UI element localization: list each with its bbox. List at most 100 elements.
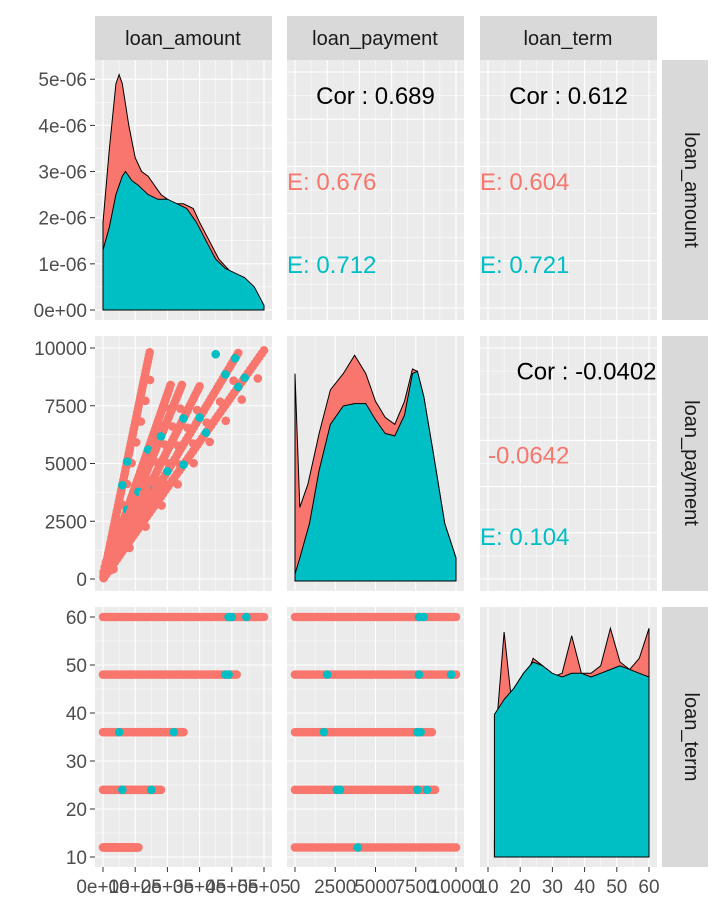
x-tick-label: 30 xyxy=(542,877,563,898)
axes: 0e+001e-062e-063e-064e-065e-060250050007… xyxy=(34,70,660,898)
strip-label-loan-term: loan_term xyxy=(524,28,613,50)
scatter-point xyxy=(156,432,166,441)
scatter-point xyxy=(114,727,124,737)
y-tick-label: 3e-06 xyxy=(38,163,87,184)
scatter-point xyxy=(145,375,155,385)
y-tick-label: 60 xyxy=(66,608,87,629)
strip-label-row-loan-payment: loan_payment xyxy=(680,400,702,526)
scatter-point xyxy=(141,522,150,532)
x-tick-label: 0e+00 xyxy=(76,877,129,898)
x-tick-label: 20 xyxy=(510,877,531,898)
scatter-point xyxy=(136,417,146,426)
grid-r2-c1 xyxy=(287,607,464,867)
grid-r1-c2 xyxy=(480,336,657,591)
y-tick-label: 40 xyxy=(66,704,87,725)
scatter-point xyxy=(176,404,185,413)
density-area-group_b xyxy=(102,170,265,311)
scatter-point xyxy=(259,346,269,355)
scatter-point xyxy=(451,843,461,852)
strip-row-loan-amount xyxy=(662,60,708,320)
x-tick-label: 0 xyxy=(290,877,301,898)
x-tick-label: 7500 xyxy=(395,877,437,898)
panels: Cor : 0.689 E: 0.676 E: 0.712 Cor : 0.612 E:… xyxy=(95,60,657,867)
strip-col-loan-term xyxy=(480,16,657,60)
scatter-point xyxy=(179,414,188,423)
scatter-point xyxy=(177,380,187,390)
x-tick-label: 5000 xyxy=(354,877,396,898)
cor-group-b-label: E: 0.712 xyxy=(287,252,376,279)
strip-col-loan-amount xyxy=(95,16,272,60)
cor-group-a-label: -0.0642 xyxy=(488,443,569,470)
scatter-point xyxy=(195,413,204,422)
x-tick-label: 10000 xyxy=(430,877,483,898)
grid-r0-c2 xyxy=(480,60,657,320)
scatter-point xyxy=(430,785,440,795)
x-tick-label: 3e+05 xyxy=(173,877,226,898)
scatter-point xyxy=(253,374,263,383)
y-tick-label: 5e-06 xyxy=(38,70,87,91)
y-tick-label: 10 xyxy=(66,848,87,869)
cor-group-b-label: E: 0.104 xyxy=(480,524,569,551)
y-axis-row-2: 10 20 30 40 50 60 xyxy=(66,608,95,869)
x-tick-label: 4e+05 xyxy=(205,877,258,898)
scatter-point xyxy=(179,460,188,469)
scatter-point xyxy=(229,376,238,386)
cor-overall-label: Cor : 0.689 xyxy=(316,83,435,110)
scatter-point xyxy=(179,727,188,737)
y-axis-row-0: 0e+00 1e-06 2e-06 3e-06 4e-06 5e-06 xyxy=(34,70,95,322)
strip-col-loan-payment xyxy=(287,16,464,60)
scatter-point xyxy=(233,382,243,392)
column-strips: loan_amount loan_payment loan_term xyxy=(95,16,657,60)
cor-overall-label: Cor : -0.0402 xyxy=(516,358,656,385)
y-tick-label: 5000 xyxy=(45,455,87,476)
scatter-point xyxy=(414,670,424,679)
y-tick-label: 1e-06 xyxy=(38,255,87,276)
scatter-point xyxy=(241,612,251,622)
y-tick-label: 2500 xyxy=(45,512,87,533)
strip-row-loan-term xyxy=(662,607,708,867)
cor-group-a-label: E: 0.676 xyxy=(287,169,376,196)
scatter-point xyxy=(169,727,179,737)
scatter-point xyxy=(131,438,141,447)
scatter-points-r1-c0 xyxy=(99,346,269,583)
scatter-point xyxy=(427,727,437,737)
scatter-point xyxy=(201,428,211,437)
x-tick-label: 5e+05 xyxy=(237,877,290,898)
scatter-point xyxy=(118,480,127,490)
y-tick-label: 0 xyxy=(76,570,87,591)
scatter-point xyxy=(143,486,152,496)
scatter-point xyxy=(446,670,456,679)
scatter-point xyxy=(422,785,432,795)
scatter-point xyxy=(322,670,332,679)
scatter-point xyxy=(122,457,132,467)
y-axis-row-1: 0 2500 5000 7500 10000 xyxy=(34,339,95,591)
x-tick-label: 2e+05 xyxy=(141,877,194,898)
y-tick-label: 20 xyxy=(66,800,87,821)
scatter-point xyxy=(221,370,230,379)
scatter-point xyxy=(147,785,156,795)
cor-overall-label: Cor : 0.612 xyxy=(509,83,628,110)
x-tick-label: 2500 xyxy=(314,877,356,898)
scatter-points-r2-c0 xyxy=(98,612,269,852)
y-tick-label: 0e+00 xyxy=(34,301,87,322)
scatter-point xyxy=(145,347,154,357)
y-tick-label: 50 xyxy=(66,656,87,677)
scatter-point xyxy=(353,843,363,852)
y-tick-label: 7500 xyxy=(45,397,87,418)
cor-group-a-label: E: 0.604 xyxy=(480,169,569,196)
scatter-point xyxy=(134,843,143,852)
scatter-point xyxy=(157,501,166,510)
strip-label-row-loan-amount: loan_amount xyxy=(680,132,702,248)
scatter-point xyxy=(141,396,150,406)
scatter-point xyxy=(156,785,166,795)
x-tick-label: 50 xyxy=(606,877,627,898)
x-tick-label: 10 xyxy=(477,877,498,898)
strip-label-loan-amount: loan_amount xyxy=(125,28,241,50)
scatter-point xyxy=(237,395,247,404)
density-area-group_b xyxy=(493,661,650,858)
scatter-point xyxy=(319,727,329,737)
grid-r0-c1 xyxy=(287,60,464,320)
scatter-point xyxy=(118,785,127,795)
